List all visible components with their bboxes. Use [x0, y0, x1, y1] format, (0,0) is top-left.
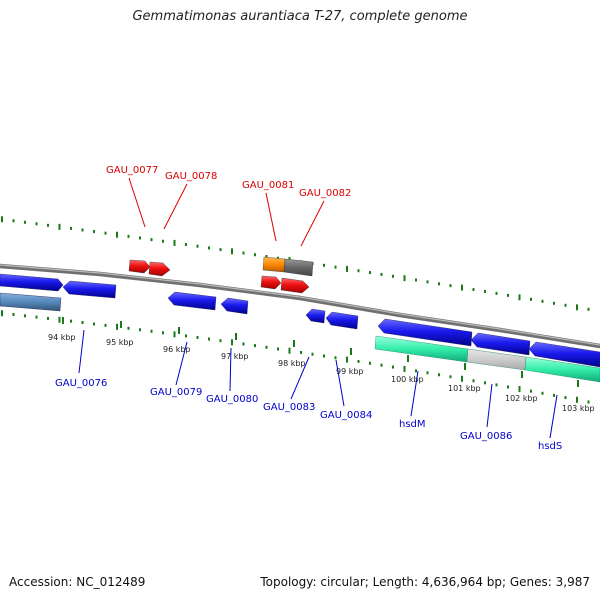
- forward-strand-genes-row2: [260, 275, 310, 294]
- scale-label-95: 95 kbp: [106, 338, 134, 347]
- genome-backbone-highlight: [0, 264, 600, 346]
- gene-arrow-gau-0076[interactable]: [62, 280, 117, 299]
- top-leader-lines: [128, 177, 325, 247]
- scale-labels: 94 kbp 95 kbp 96 kbp 97 kbp 98 kbp 99 kb…: [48, 333, 595, 413]
- scale-ticks: [62, 317, 579, 387]
- gene-box-gray[interactable]: [283, 258, 314, 277]
- genome-summary: Topology: circular; Length: 4,636,964 bp…: [260, 575, 590, 589]
- gene-label-gau-0076[interactable]: GAU_0076: [55, 378, 107, 389]
- gene-arrow-hsdS[interactable]: [528, 341, 600, 368]
- gene-arrow-gau-0077[interactable]: [128, 259, 151, 274]
- gene-label-hsdM[interactable]: hsdM: [399, 419, 426, 430]
- gene-label-gau-0083[interactable]: GAU_0083: [263, 402, 315, 413]
- scale-label-102: 102 kbp: [505, 394, 538, 403]
- scale-label-99: 99 kbp: [336, 367, 364, 376]
- gene-label-gau-0077[interactable]: GAU_0077: [106, 165, 158, 176]
- accession-label: Accession: NC_012489: [9, 575, 146, 589]
- gene-arrow-hsdM[interactable]: [377, 318, 473, 347]
- gene-label-gau-0080[interactable]: GAU_0080: [206, 394, 258, 405]
- genome-backbone: [0, 263, 600, 349]
- scale-label-103: 103 kbp: [562, 404, 595, 413]
- forward-strand-genes: [128, 256, 314, 277]
- gene-label-hsdS[interactable]: hsdS: [538, 441, 562, 452]
- gene-box-steel[interactable]: [0, 292, 62, 312]
- bottom-gene-labels: GAU_0076 GAU_0079 GAU_0080 GAU_0083 GAU_…: [55, 378, 562, 452]
- feature-regions: [374, 335, 600, 383]
- gene-label-gau-0079[interactable]: GAU_0079: [150, 387, 202, 398]
- gene-box-orange[interactable]: [262, 256, 286, 273]
- gene-label-gau-0082[interactable]: GAU_0082: [299, 188, 351, 199]
- gene-label-gau-0081[interactable]: GAU_0081: [242, 180, 294, 191]
- bottom-leader-lines: [78, 329, 558, 439]
- figure-title: Gemmatimonas aurantiaca T-27, complete g…: [132, 9, 468, 24]
- inner-tick-track: [1, 310, 590, 404]
- reverse-strand-genes: [0, 273, 600, 368]
- scale-label-98: 98 kbp: [278, 359, 306, 368]
- gene-arrow-gau-0082[interactable]: [280, 277, 310, 294]
- gene-arrow-gau-0086[interactable]: [470, 332, 531, 356]
- scale-label-94: 94 kbp: [48, 333, 76, 342]
- gene-label-gau-0084[interactable]: GAU_0084: [320, 410, 372, 421]
- gene-arrow-gau-0084[interactable]: [325, 311, 359, 330]
- gene-label-gau-0086[interactable]: GAU_0086: [460, 431, 512, 442]
- gene-arrow-left-edge[interactable]: [0, 273, 64, 292]
- gene-arrow-gau-0083[interactable]: [305, 308, 326, 324]
- gene-label-gau-0078[interactable]: GAU_0078: [165, 171, 217, 182]
- outer-tick-track: [1, 216, 590, 311]
- scale-label-101: 101 kbp: [448, 384, 481, 393]
- scale-label-96: 96 kbp: [163, 345, 191, 354]
- region-green-2[interactable]: [524, 356, 600, 383]
- scale-label-100: 100 kbp: [391, 375, 424, 384]
- gene-arrow-gau-0078[interactable]: [148, 261, 171, 277]
- gene-arrow-gau-0081[interactable]: [260, 275, 282, 290]
- top-gene-labels: GAU_0077 GAU_0078 GAU_0081 GAU_0082: [106, 165, 351, 199]
- gene-arrow-gau-0079[interactable]: [167, 291, 217, 311]
- scale-label-97: 97 kbp: [221, 352, 249, 361]
- gene-arrow-gau-0080[interactable]: [220, 297, 249, 315]
